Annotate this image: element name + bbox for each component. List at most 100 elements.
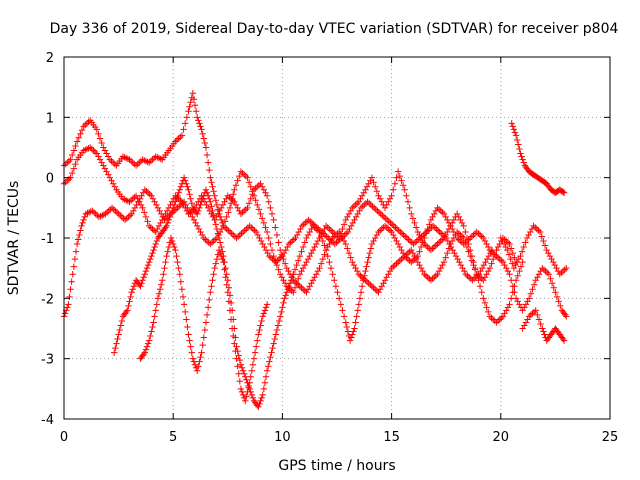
data-point xyxy=(180,301,188,308)
data-point xyxy=(483,271,490,278)
data-point xyxy=(396,257,403,264)
data-point xyxy=(354,210,361,218)
data-point xyxy=(547,275,554,282)
data-point xyxy=(225,298,233,305)
data-point xyxy=(516,301,523,308)
data-point xyxy=(452,231,459,239)
data-point xyxy=(98,159,105,166)
data-point xyxy=(559,335,567,343)
data-point xyxy=(367,177,374,184)
data-point xyxy=(504,304,512,311)
data-point xyxy=(195,363,202,370)
data-point xyxy=(165,243,173,251)
data-point xyxy=(293,280,300,287)
series-sat-c xyxy=(60,186,496,320)
data-point xyxy=(212,236,219,243)
data-point xyxy=(387,219,394,227)
data-point xyxy=(359,203,366,210)
data-point xyxy=(209,277,216,284)
data-point xyxy=(467,252,474,260)
data-point xyxy=(432,272,440,279)
data-point xyxy=(141,186,149,193)
data-point xyxy=(355,271,363,278)
data-point xyxy=(279,304,286,311)
data-point xyxy=(230,332,237,340)
data-point xyxy=(194,114,201,121)
data-point xyxy=(375,192,382,199)
data-point xyxy=(311,274,318,281)
data-point xyxy=(209,207,216,215)
data-point xyxy=(308,280,315,287)
data-point xyxy=(301,239,308,246)
data-point xyxy=(202,144,210,151)
data-point xyxy=(398,177,405,184)
data-point xyxy=(211,216,218,224)
data-point xyxy=(206,296,213,304)
data-point xyxy=(460,240,467,248)
data-point xyxy=(551,261,559,269)
data-point xyxy=(434,227,442,234)
data-point xyxy=(293,261,300,269)
data-point xyxy=(67,156,74,163)
data-point xyxy=(489,316,497,323)
data-point xyxy=(385,198,392,205)
data-point xyxy=(303,258,310,266)
data-point xyxy=(172,246,179,254)
data-point xyxy=(244,204,251,212)
data-point xyxy=(198,198,205,205)
data-point xyxy=(388,264,395,272)
data-point xyxy=(145,337,153,344)
data-point xyxy=(499,258,507,266)
data-point xyxy=(306,228,313,236)
data-point xyxy=(239,367,247,374)
data-point xyxy=(517,263,525,270)
data-point xyxy=(558,269,565,276)
data-point xyxy=(377,210,384,218)
data-point xyxy=(384,216,391,224)
data-point xyxy=(298,284,305,291)
data-point xyxy=(520,243,527,251)
data-point xyxy=(326,225,333,233)
data-point xyxy=(218,252,225,260)
data-point xyxy=(296,271,304,278)
data-point xyxy=(396,172,403,180)
data-point xyxy=(422,230,430,237)
data-point xyxy=(226,228,234,236)
data-point xyxy=(368,240,376,248)
data-point xyxy=(530,222,537,230)
data-point xyxy=(210,212,217,219)
data-point xyxy=(197,228,204,236)
data-point xyxy=(247,183,254,190)
data-point xyxy=(149,195,157,202)
data-point xyxy=(239,228,247,236)
data-point xyxy=(464,272,471,279)
data-point xyxy=(100,162,107,169)
data-point xyxy=(185,186,192,193)
data-point xyxy=(540,237,547,245)
data-point xyxy=(214,230,222,237)
data-point xyxy=(493,319,500,326)
data-point xyxy=(507,277,515,284)
data-point xyxy=(480,234,487,242)
data-point xyxy=(111,349,118,356)
data-point xyxy=(518,153,525,160)
data-point xyxy=(67,286,74,293)
data-point xyxy=(363,263,370,270)
data-point xyxy=(198,126,205,133)
data-point xyxy=(196,358,203,365)
data-point xyxy=(248,367,256,374)
data-point xyxy=(481,237,489,245)
data-point xyxy=(488,314,495,322)
data-point xyxy=(134,160,141,168)
data-point xyxy=(518,248,526,255)
data-point xyxy=(257,237,265,245)
data-point xyxy=(185,108,192,115)
data-point xyxy=(263,367,271,374)
data-point xyxy=(352,264,359,272)
data-point xyxy=(70,165,78,172)
data-point xyxy=(390,231,397,239)
data-point xyxy=(362,267,369,275)
data-point xyxy=(178,132,186,139)
data-point xyxy=(378,225,385,233)
data-point xyxy=(291,284,299,291)
